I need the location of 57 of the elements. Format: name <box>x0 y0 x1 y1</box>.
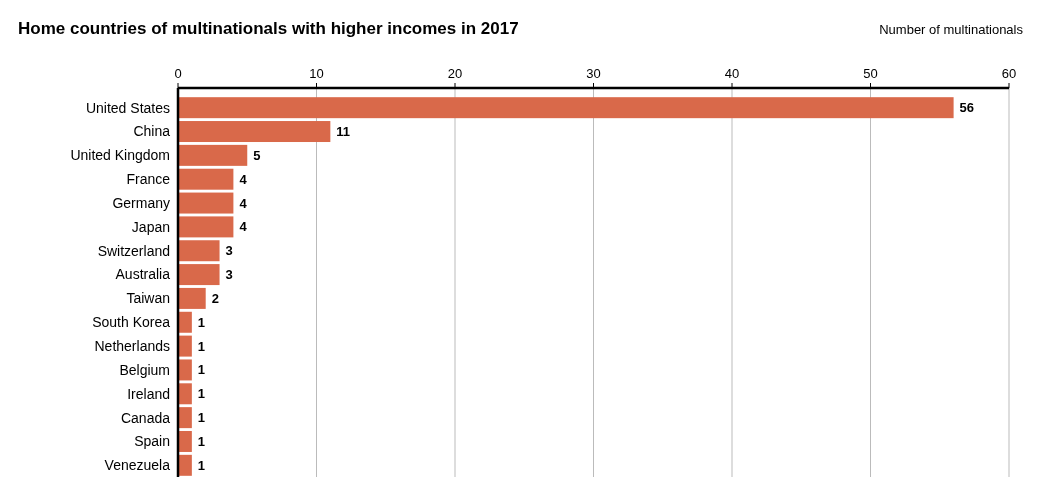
data-label: 4 <box>239 195 248 211</box>
data-label: 11 <box>336 124 351 140</box>
data-label: 1 <box>197 410 206 426</box>
data-label: 56 <box>959 100 975 116</box>
y-tick-label: China <box>133 123 171 140</box>
y-tick-label: Ireland <box>127 385 170 402</box>
y-tick-label: Australia <box>115 266 171 283</box>
y-tick-label: United States <box>85 99 170 116</box>
bar <box>178 287 206 309</box>
x-tick-label: 10 <box>309 66 324 81</box>
y-tick-label: Venezuela <box>104 457 171 474</box>
y-tick-label: France <box>126 171 171 188</box>
y-tick-label: Belgium <box>119 361 170 378</box>
data-label: 1 <box>197 434 206 450</box>
data-label: 1 <box>197 386 206 402</box>
data-label: 4 <box>239 219 248 235</box>
y-tick-label: Spain <box>134 433 170 450</box>
y-tick-label: Japan <box>131 218 170 235</box>
bar <box>178 383 192 405</box>
bar <box>178 311 192 333</box>
bar <box>178 97 954 119</box>
x-tick-label: 40 <box>724 66 740 81</box>
bar <box>178 168 234 190</box>
bar <box>178 454 192 476</box>
bar <box>178 407 192 429</box>
bar <box>178 192 234 214</box>
x-tick-label: 0 <box>174 66 182 81</box>
y-tick-label: Netherlands <box>94 338 170 355</box>
data-label: 1 <box>197 314 206 330</box>
data-label: 2 <box>211 290 219 306</box>
data-label: 5 <box>253 147 261 163</box>
bar <box>178 430 192 452</box>
bar <box>178 264 220 286</box>
bar <box>178 240 220 262</box>
x-tick-label: 60 <box>1001 66 1017 81</box>
x-axis-title: Number of multinationals <box>879 22 1024 37</box>
data-label: 1 <box>197 362 206 378</box>
x-tick-label: 50 <box>863 66 878 81</box>
x-tick-label: 20 <box>447 66 463 81</box>
chart-title: Home countries of multinationals with higher incomes in 2017 <box>18 19 519 38</box>
data-label: 1 <box>197 338 206 354</box>
x-tick-label: 30 <box>586 66 601 81</box>
y-tick-label: United Kingdom <box>70 147 170 164</box>
y-tick-label: Taiwan <box>126 290 170 307</box>
y-tick-label: Switzerland <box>97 242 170 259</box>
bar <box>178 359 192 381</box>
bar <box>178 335 192 357</box>
data-label: 1 <box>197 457 206 473</box>
data-label: 3 <box>225 243 233 259</box>
data-label: 4 <box>239 171 248 187</box>
y-tick-label: Germany <box>112 194 170 211</box>
bar <box>178 144 248 166</box>
y-tick-label: South Korea <box>92 314 171 331</box>
bar <box>178 216 234 238</box>
bar <box>178 121 331 143</box>
y-tick-label: Canada <box>120 409 171 426</box>
data-label: 3 <box>225 267 233 283</box>
